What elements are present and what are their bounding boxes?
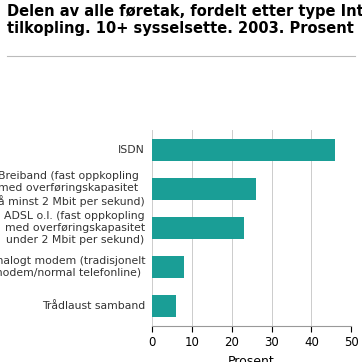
X-axis label: Prosent: Prosent (228, 355, 275, 362)
Text: Trådlaust samband: Trådlaust samband (42, 301, 145, 311)
Bar (152, 139, 335, 161)
Bar (152, 217, 244, 239)
Bar (152, 256, 184, 278)
Bar (152, 295, 176, 317)
Text: ISDN: ISDN (118, 145, 145, 155)
Text: ADSL o.l. (fast oppkopling
med overføringskapasitet
under 2 Mbit per sekund): ADSL o.l. (fast oppkopling med overførin… (4, 211, 145, 245)
Text: Analogt modem (tradisjonelt
modem/normal telefonline): Analogt modem (tradisjonelt modem/normal… (0, 256, 145, 278)
Text: Breiband (fast oppkopling
med overføringskapasitet
på minst 2 Mbit per sekund): Breiband (fast oppkopling med overføring… (0, 171, 145, 207)
Bar (152, 178, 256, 200)
Text: Delen av alle føretak, fordelt etter type Internett-
tilkopling. 10+ sysselsette: Delen av alle føretak, fordelt etter typ… (7, 4, 362, 36)
